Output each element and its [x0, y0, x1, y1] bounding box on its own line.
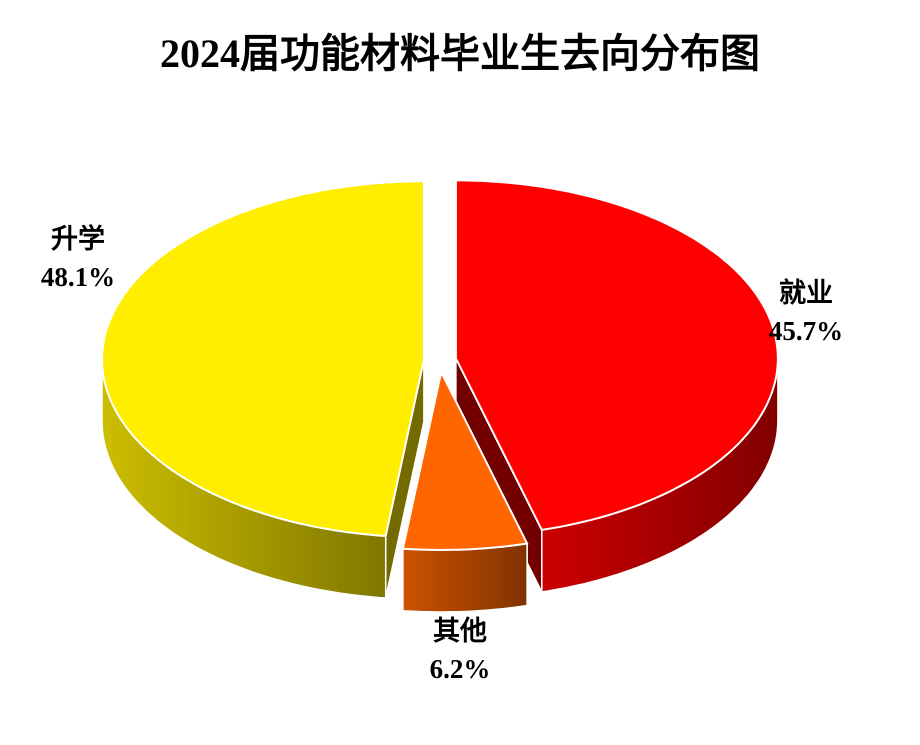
- category-label: 其他: [433, 616, 487, 646]
- slice-top: [454, 179, 779, 532]
- slice-outer-wall: [402, 542, 528, 613]
- category-label: 就业: [779, 278, 833, 308]
- value-label: 48.1%: [41, 262, 115, 292]
- chart-title: 2024届功能材料毕业生去向分布图: [160, 31, 760, 76]
- pie-tops: [100, 179, 779, 552]
- value-label: 6.2%: [430, 654, 491, 684]
- slice-top: [100, 180, 425, 538]
- slice-top: [401, 369, 529, 552]
- value-label: 45.7%: [769, 316, 843, 346]
- category-label: 升学: [51, 223, 105, 254]
